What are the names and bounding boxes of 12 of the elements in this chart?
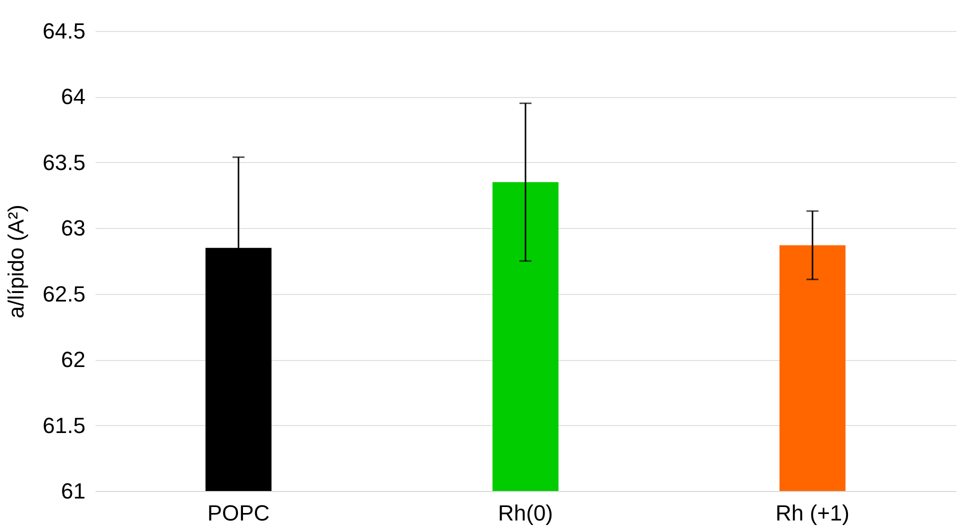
x-tick-label: Rh(0) — [498, 500, 554, 526]
y-tick-label: 64 — [61, 84, 86, 110]
y-axis-title: a/lípido (A²) — [4, 204, 29, 318]
y-tick-label: 62.5 — [42, 281, 86, 306]
y-tick-label: 63.5 — [42, 150, 86, 175]
y-tick-label: 63 — [61, 216, 86, 241]
x-tick-label: Rh (+1) — [776, 500, 850, 526]
y-tick-label: 62 — [61, 347, 86, 372]
y-tick-label: 61.5 — [42, 412, 86, 438]
y-tick-label: 61 — [61, 478, 86, 504]
y-tick-label: 64.5 — [42, 18, 86, 44]
x-tick-label: POPC — [207, 500, 270, 526]
